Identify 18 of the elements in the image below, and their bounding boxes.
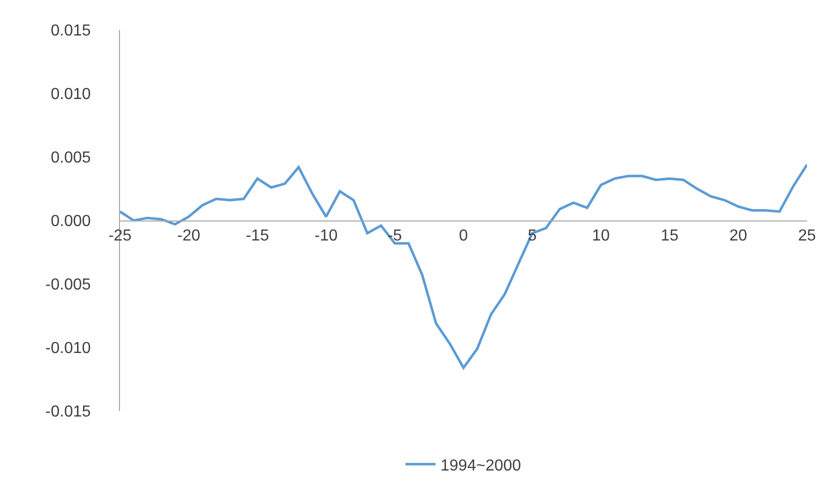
y-tick-label: 0.000 (50, 213, 91, 230)
x-tick-label: 10 (592, 228, 610, 245)
y-tick-label: 0.005 (50, 150, 91, 167)
y-tick-label: 0.015 (50, 22, 91, 40)
x-tick-label: -25 (108, 228, 132, 245)
x-tick-label: 25 (798, 228, 816, 245)
x-tick-label: 15 (660, 228, 679, 245)
y-tick-label: -0.010 (45, 340, 91, 358)
x-tick-label: -10 (314, 228, 338, 245)
x-tick-label: -15 (246, 228, 270, 245)
y-tick-label: -0.015 (45, 404, 91, 421)
x-tick-label: 20 (729, 228, 748, 245)
y-tick-label: -0.005 (45, 276, 91, 294)
x-tick-label: -5 (388, 228, 402, 245)
y-tick-label: 0.010 (50, 86, 91, 104)
legend-label: 1994~2000 (440, 457, 522, 474)
x-tick-label: -20 (177, 228, 200, 245)
x-tick-label: 0 (459, 228, 468, 245)
